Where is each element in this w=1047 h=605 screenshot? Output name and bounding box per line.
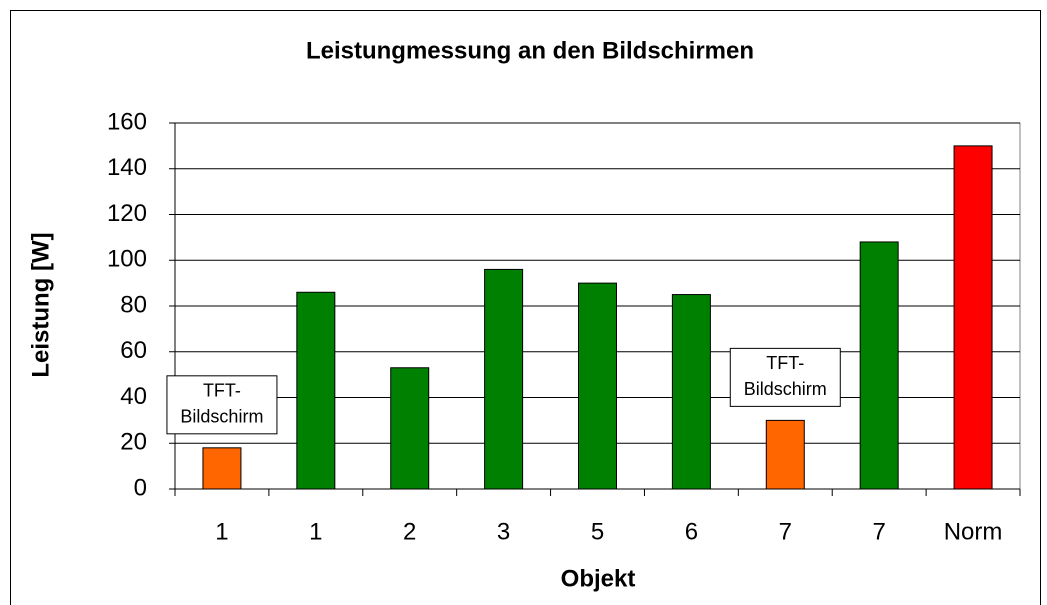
x-tick-label: 2	[403, 518, 416, 545]
annotation-text: TFT-	[766, 353, 804, 373]
bar	[578, 282, 617, 490]
x-tick-label: Norm	[944, 518, 1003, 545]
bar	[390, 367, 430, 490]
x-tick-label: 6	[685, 518, 698, 545]
y-tick-label: 100	[107, 246, 147, 273]
y-tick-label: 80	[120, 291, 147, 318]
annotation-text: Bildschirm	[180, 407, 263, 427]
y-tick-label: 60	[120, 337, 147, 364]
annotation-text: TFT-	[203, 381, 241, 401]
x-tick-label: 5	[591, 518, 604, 545]
bar	[296, 291, 336, 490]
x-tick-label: 7	[872, 518, 885, 545]
annotation-box	[729, 347, 841, 407]
y-tick-label: 20	[120, 429, 147, 456]
x-tick-label: 1	[309, 518, 322, 545]
y-tick-label: 140	[107, 154, 147, 181]
x-tick-label: 3	[497, 518, 510, 545]
bar	[202, 447, 242, 490]
y-axis-label: Leistung [W]	[27, 232, 54, 377]
bar	[953, 145, 993, 490]
bar	[859, 241, 899, 490]
bar	[484, 268, 524, 490]
x-tick-label: 1	[215, 518, 228, 545]
y-tick-label: 0	[134, 474, 147, 501]
annotation-box	[166, 375, 278, 435]
y-tick-label: 120	[107, 200, 147, 227]
bar	[765, 419, 805, 490]
annotation-text: Bildschirm	[744, 379, 827, 399]
chart-title: Leistungmessung an den Bildschirmen	[306, 37, 754, 64]
y-tick-label: 160	[107, 108, 147, 135]
x-tick-label: 7	[779, 518, 792, 545]
y-tick-label: 40	[120, 383, 147, 410]
x-axis-label: Objekt	[561, 565, 636, 592]
bar	[671, 294, 711, 490]
